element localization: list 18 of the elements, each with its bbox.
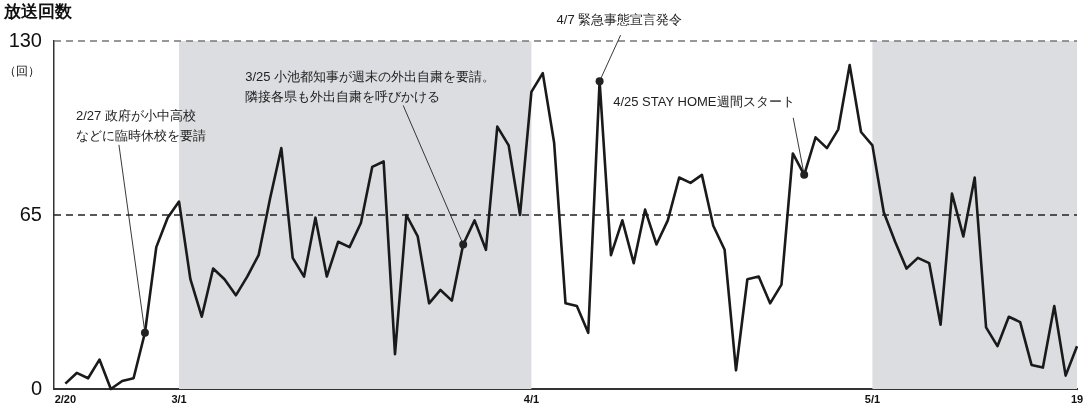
- y-axis-title: （回）: [4, 64, 40, 79]
- x-tick-label: 19: [1070, 392, 1084, 405]
- annotation: 2/27 政府が小中高校などに臨時休校を要請: [75, 107, 206, 143]
- annotation: 4/25 STAY HOME週間スタート: [613, 93, 795, 109]
- point: [800, 170, 809, 179]
- y-tick-label: 130: [8, 28, 42, 51]
- x-tick-label: 3/1: [171, 392, 187, 405]
- annotation: 3/25 小池都知事が週末の外出自粛を要請。隣接各県も外出自粛を呼びかける: [245, 68, 496, 104]
- point: [595, 77, 604, 86]
- annotation: 4/7 緊急事態宣言発令: [556, 12, 683, 28]
- point: [140, 328, 149, 337]
- y-tick-label: 0: [30, 376, 42, 399]
- x-tick-label: 2/20: [54, 392, 77, 405]
- chart-title: 放送回数: [3, 2, 73, 22]
- y-tick-label: 65: [19, 202, 42, 225]
- x-tick-label: 4/1: [523, 392, 540, 405]
- point: [459, 240, 468, 249]
- x-tick-label: 5/1: [864, 392, 881, 405]
